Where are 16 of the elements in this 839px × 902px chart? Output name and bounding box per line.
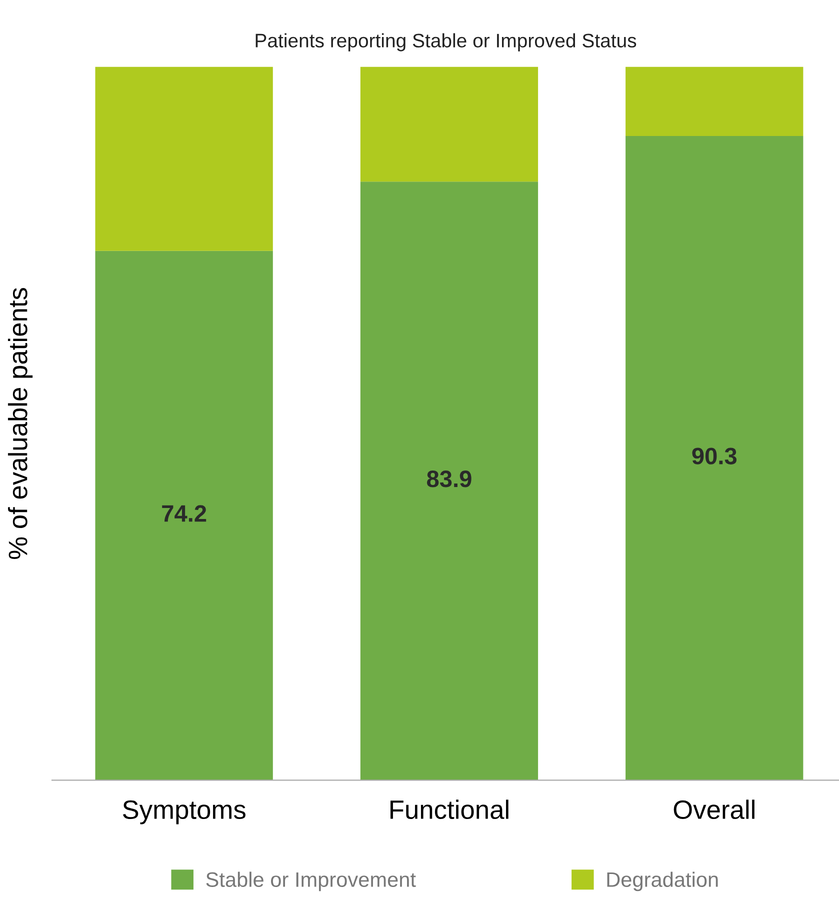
bar [626, 136, 804, 780]
bar [360, 182, 538, 780]
legend-label: Stable or Improvement [206, 872, 416, 892]
data-label: 90.3 [692, 448, 737, 464]
bar [626, 66, 804, 136]
y-axis-title: % of evaluable patients [8, 288, 33, 559]
chart-title: Patients reporting Stable or Improved Status [256, 33, 636, 52]
x-tick-label: Overall [674, 800, 754, 820]
x-tick-label: Symptoms [122, 800, 246, 824]
bar [95, 66, 273, 251]
bar [95, 250, 273, 780]
x-tick-label: Functional [390, 800, 508, 820]
legend-label: Degradation [607, 872, 718, 892]
data-label: 74.2 [162, 505, 206, 522]
data-label: 83.9 [426, 470, 472, 488]
bar [360, 66, 538, 182]
